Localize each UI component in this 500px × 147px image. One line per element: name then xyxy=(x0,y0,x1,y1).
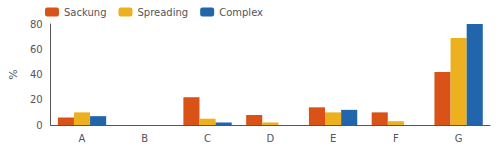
svg-text:F: F xyxy=(393,133,399,144)
svg-text:Sackung: Sackung xyxy=(64,7,106,18)
svg-text:E: E xyxy=(330,133,336,144)
svg-text:60: 60 xyxy=(30,44,43,55)
svg-text:Spreading: Spreading xyxy=(137,7,188,18)
svg-text:C: C xyxy=(204,133,211,144)
svg-text:%: % xyxy=(7,69,20,79)
svg-text:D: D xyxy=(266,133,274,144)
svg-text:G: G xyxy=(455,133,463,144)
svg-text:A: A xyxy=(79,133,86,144)
svg-text:40: 40 xyxy=(30,69,43,80)
svg-text:20: 20 xyxy=(30,94,43,105)
svg-text:0: 0 xyxy=(36,120,42,131)
svg-text:80: 80 xyxy=(30,19,43,30)
svg-text:Complex: Complex xyxy=(219,7,263,18)
svg-text:B: B xyxy=(141,133,148,144)
